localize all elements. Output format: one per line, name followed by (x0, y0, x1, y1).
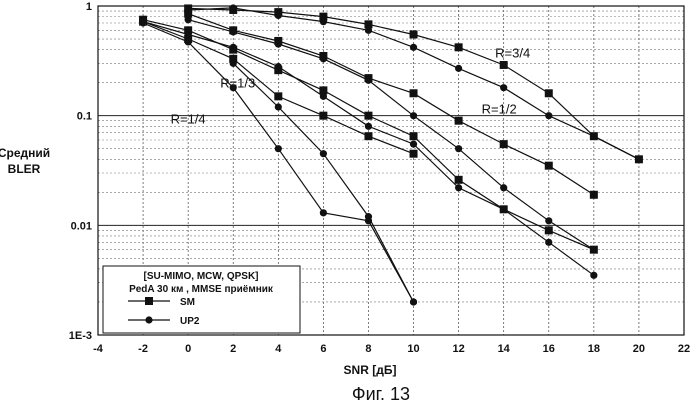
x-tick-label: 4 (275, 343, 282, 355)
data-point-circle (410, 298, 417, 305)
x-tick-label: -4 (93, 343, 104, 355)
data-point-circle (365, 213, 372, 220)
data-point-circle (545, 239, 552, 246)
data-point-square (545, 89, 553, 97)
data-point-circle (139, 19, 146, 26)
data-point-circle (275, 40, 282, 47)
data-point-square (590, 246, 598, 254)
rate-annotation: R=1/3 (220, 76, 255, 91)
y-tick-label: 0.1 (77, 111, 92, 123)
data-point-circle (275, 63, 282, 70)
legend: [SU-MIMO, MCW, QPSK] PedA 30 км , MMSE п… (103, 266, 300, 333)
data-point-square (545, 226, 553, 234)
legend-title-line-1: [SU-MIMO, MCW, QPSK] (144, 271, 259, 282)
y-tick-label: 1E-3 (69, 330, 92, 342)
y-axis-title-line-1: Средний (0, 146, 50, 160)
data-point-circle (410, 112, 417, 119)
x-tick-label: 14 (498, 343, 511, 355)
data-point-square (500, 140, 508, 148)
data-point-circle (230, 60, 237, 67)
x-tick-label: 2 (230, 343, 236, 355)
x-tick-label: 18 (588, 343, 600, 355)
x-tick-label: 10 (407, 343, 419, 355)
data-point-square (410, 89, 418, 97)
data-point-circle (230, 4, 237, 11)
x-tick-label: 6 (320, 343, 326, 355)
data-point-square (364, 132, 372, 140)
data-point-square (455, 43, 463, 51)
data-point-square (274, 92, 282, 100)
data-point-circle (455, 65, 462, 72)
data-point-circle (365, 27, 372, 34)
data-point-circle (230, 28, 237, 35)
data-point-circle (320, 209, 327, 216)
data-point-circle (320, 55, 327, 62)
data-point-circle (320, 18, 327, 25)
legend-square-marker (145, 297, 153, 305)
data-point-circle (230, 44, 237, 51)
legend-label-sm: SM (180, 297, 195, 308)
y-tick-label: 1 (86, 1, 92, 13)
data-point-square (455, 176, 463, 184)
data-point-square (590, 191, 598, 199)
x-axis-title: SNR [дБ] (344, 363, 397, 377)
data-point-circle (545, 217, 552, 224)
rate-annotation: R=1/4 (171, 111, 206, 126)
data-point-circle (545, 112, 552, 119)
data-point-circle (590, 272, 597, 279)
legend-circle-marker (145, 316, 152, 323)
data-point-square (410, 150, 418, 158)
data-point-square (410, 30, 418, 38)
data-point-circle (500, 206, 507, 213)
legend-label-up2: UP2 (180, 316, 200, 327)
data-point-circle (365, 77, 372, 84)
data-point-circle (410, 141, 417, 148)
data-point-circle (635, 156, 642, 163)
data-point-circle (320, 93, 327, 100)
rate-annotation: R=1/2 (482, 101, 517, 116)
data-point-circle (410, 44, 417, 51)
y-axis-title-line-2: BLER (8, 162, 41, 176)
x-tick-label: -2 (138, 343, 148, 355)
data-point-circle (455, 184, 462, 191)
legend-title-line-2: PedA 30 км , MMSE приёмник (129, 284, 274, 295)
data-point-square (545, 162, 553, 170)
figure-caption: Фиг. 13 (352, 384, 410, 404)
rate-annotation: R=3/4 (495, 45, 530, 60)
data-point-circle (500, 184, 507, 191)
data-point-circle (185, 16, 192, 23)
data-point-circle (275, 145, 282, 152)
y-tick-labels: 1 0.1 0.01 1E-3 (69, 1, 92, 342)
x-tick-label: 12 (452, 343, 464, 355)
data-point-square (455, 117, 463, 125)
data-point-square (500, 61, 508, 69)
x-tick-label: 0 (185, 343, 191, 355)
data-point-circle (365, 123, 372, 130)
x-tick-label: 20 (633, 343, 645, 355)
data-point-circle (500, 84, 507, 91)
data-point-square (364, 112, 372, 120)
x-tick-label: 8 (365, 343, 371, 355)
data-point-circle (455, 145, 462, 152)
data-point-circle (275, 103, 282, 110)
data-point-circle (275, 12, 282, 19)
data-point-square (319, 112, 327, 120)
data-point-circle (185, 38, 192, 45)
x-tick-labels: -4 -2 0 2 4 6 8 10 12 14 16 18 20 22 (93, 343, 690, 355)
data-point-circle (320, 150, 327, 157)
y-tick-label: 0.01 (71, 220, 92, 232)
x-tick-label: 22 (678, 343, 690, 355)
data-point-circle (590, 133, 597, 140)
data-point-square (410, 132, 418, 140)
x-tick-label: 16 (543, 343, 555, 355)
y-axis-title: Средний BLER (0, 146, 50, 176)
